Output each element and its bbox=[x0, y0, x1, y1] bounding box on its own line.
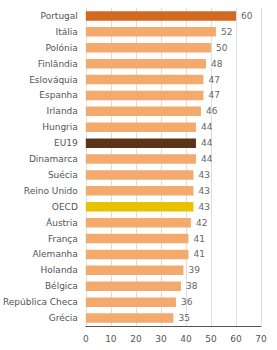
svg-text:43: 43 bbox=[198, 202, 209, 212]
svg-text:Hungria: Hungria bbox=[42, 122, 78, 132]
svg-text:Alemanha: Alemanha bbox=[32, 249, 77, 259]
svg-text:10: 10 bbox=[105, 334, 117, 344]
svg-text:Espanha: Espanha bbox=[39, 90, 78, 100]
svg-text:40: 40 bbox=[180, 334, 192, 344]
svg-text:50: 50 bbox=[216, 43, 228, 53]
svg-text:Grécia: Grécia bbox=[49, 313, 78, 323]
svg-text:França: França bbox=[48, 234, 78, 244]
svg-text:60: 60 bbox=[230, 334, 242, 344]
svg-text:OECD: OECD bbox=[52, 202, 78, 212]
svg-text:39: 39 bbox=[188, 265, 200, 275]
svg-text:República Checa: República Checa bbox=[3, 297, 78, 307]
svg-text:70: 70 bbox=[255, 334, 267, 344]
svg-text:60: 60 bbox=[241, 11, 253, 21]
svg-text:47: 47 bbox=[208, 90, 219, 100]
svg-text:44: 44 bbox=[201, 154, 213, 164]
svg-text:43: 43 bbox=[198, 186, 209, 196]
svg-text:20: 20 bbox=[130, 334, 142, 344]
svg-text:52: 52 bbox=[221, 27, 232, 37]
svg-text:44: 44 bbox=[201, 122, 213, 132]
svg-text:50: 50 bbox=[205, 334, 217, 344]
svg-text:35: 35 bbox=[178, 313, 189, 323]
svg-text:46: 46 bbox=[206, 106, 218, 116]
svg-text:Eslováquia: Eslováquia bbox=[29, 75, 78, 85]
svg-text:36: 36 bbox=[181, 297, 193, 307]
svg-text:48: 48 bbox=[211, 59, 223, 69]
svg-text:0: 0 bbox=[83, 334, 89, 344]
svg-text:42: 42 bbox=[196, 218, 207, 228]
svg-text:38: 38 bbox=[186, 281, 198, 291]
svg-text:Dinamarca: Dinamarca bbox=[29, 154, 78, 164]
svg-text:Áustria: Áustria bbox=[46, 217, 78, 228]
svg-text:Suécia: Suécia bbox=[48, 170, 78, 180]
svg-text:EU19: EU19 bbox=[54, 138, 78, 148]
svg-text:Bélgica: Bélgica bbox=[45, 281, 78, 291]
svg-text:47: 47 bbox=[208, 75, 219, 85]
svg-text:43: 43 bbox=[198, 170, 209, 180]
svg-text:Itália: Itália bbox=[56, 27, 78, 37]
svg-text:44: 44 bbox=[201, 138, 213, 148]
svg-text:41: 41 bbox=[193, 234, 204, 244]
svg-text:Portugal: Portugal bbox=[41, 11, 78, 21]
svg-text:Polónia: Polónia bbox=[45, 43, 77, 53]
svg-text:41: 41 bbox=[193, 249, 204, 259]
svg-text:Reino Unido: Reino Unido bbox=[24, 186, 78, 196]
svg-text:Irlanda: Irlanda bbox=[47, 106, 78, 116]
svg-text:Finlândia: Finlândia bbox=[38, 59, 78, 69]
svg-text:30: 30 bbox=[155, 334, 167, 344]
svg-text:Holanda: Holanda bbox=[41, 265, 78, 275]
